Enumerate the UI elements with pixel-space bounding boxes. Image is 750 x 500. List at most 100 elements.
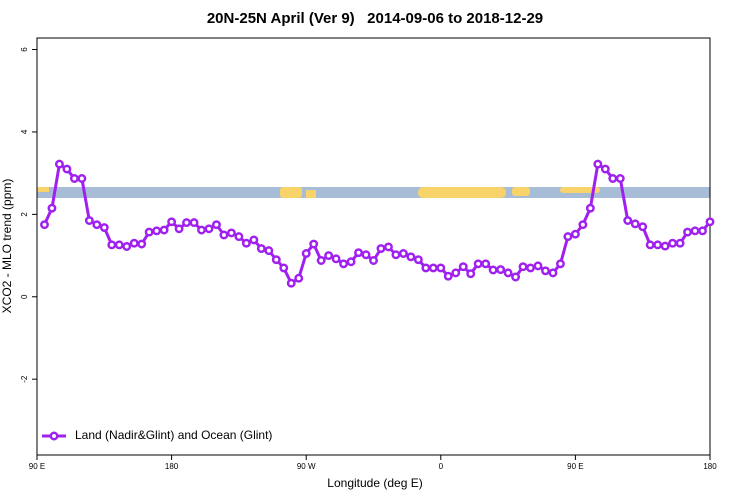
y-axis-label: XCO2 - MLO trend (ppm) (0, 179, 14, 314)
data-point (354, 248, 363, 258)
x-tick-label: 0 (439, 462, 444, 471)
data-point (324, 251, 334, 261)
ocean-band (37, 187, 710, 198)
data-point (189, 218, 199, 228)
data-point (152, 226, 162, 236)
data-point (458, 262, 468, 272)
data-point (398, 249, 408, 258)
data-point (623, 216, 633, 225)
data-point (496, 265, 506, 275)
data-point (451, 268, 461, 278)
data-point (600, 164, 610, 174)
data-point (301, 249, 311, 258)
data-point (436, 263, 446, 273)
data-point (241, 238, 251, 248)
data-point (526, 263, 535, 273)
data-point (705, 217, 715, 227)
data-point (144, 227, 154, 237)
data-point (421, 263, 431, 273)
data-point (271, 255, 281, 265)
data-point (339, 259, 349, 269)
data-point (518, 262, 528, 272)
data-point (346, 257, 356, 267)
data-point (99, 223, 109, 232)
y-tick-label: -2 (20, 375, 29, 383)
plot-frame (36, 37, 711, 456)
y-tick-label: 6 (20, 47, 29, 52)
data-point (675, 238, 685, 248)
x-tick-label: 90 E (29, 462, 45, 471)
data-point (570, 229, 580, 239)
data-point (316, 256, 326, 265)
data-point (294, 273, 304, 283)
data-point (369, 256, 378, 265)
data-point (331, 254, 341, 264)
x-axis-label: Longitude (deg E) (327, 476, 422, 490)
data-point (683, 227, 693, 237)
data-point (638, 222, 648, 232)
data-point (286, 278, 296, 288)
legend-label: Land (Nadir&Glint) and Ocean (Glint) (75, 428, 272, 442)
data-point (197, 225, 206, 235)
y-tick-label: 4 (20, 129, 29, 134)
data-point (698, 226, 707, 236)
data-point (608, 174, 618, 183)
data-point (309, 239, 319, 249)
data-point (630, 219, 640, 229)
data-point (182, 218, 192, 228)
data-point (212, 220, 221, 230)
data-point (481, 259, 491, 269)
data-point (159, 225, 169, 235)
data-point (593, 159, 603, 169)
data-point (384, 242, 393, 252)
data-point (226, 228, 236, 238)
data-point (578, 220, 588, 230)
x-tick-label: 180 (703, 462, 717, 471)
data-point (391, 250, 401, 260)
x-tick-label: 90 W (297, 462, 316, 471)
y-tick-label: 2 (20, 212, 29, 217)
data-point (473, 259, 483, 269)
data-point (114, 240, 124, 250)
data-point (92, 220, 102, 230)
data-point (249, 235, 259, 245)
data-point (555, 259, 565, 269)
data-point (264, 246, 274, 256)
data-point (585, 203, 595, 213)
chart-title: 20N-25N April (Ver 9) 2014-09-06 to 2018… (207, 10, 543, 27)
data-point (615, 174, 625, 183)
data-point (122, 242, 132, 251)
data-point (660, 241, 670, 251)
data-point (69, 174, 79, 183)
data-point (488, 265, 498, 275)
data-point (40, 220, 49, 230)
data-point (653, 240, 663, 250)
data-point (167, 217, 177, 227)
data-point (541, 266, 550, 276)
x-tick-label: 180 (165, 462, 179, 471)
data-point (54, 159, 64, 169)
data-point (361, 250, 371, 260)
data-point (77, 174, 87, 183)
data-point (690, 226, 700, 236)
land-patch (512, 187, 530, 196)
land-patch (37, 187, 49, 192)
data-point (548, 268, 558, 278)
data-point (256, 244, 266, 254)
data-point (563, 232, 573, 242)
data-point (466, 269, 476, 279)
data-point (376, 244, 386, 254)
data-point (62, 164, 72, 174)
data-point (503, 268, 513, 278)
legend-marker (49, 431, 59, 441)
data-point (443, 271, 453, 281)
y-tick-label: 0 (20, 294, 29, 299)
data-point (511, 272, 521, 282)
data-point (279, 263, 289, 273)
land-patch (280, 187, 302, 198)
data-point (234, 232, 244, 242)
land-patch (560, 187, 600, 193)
data-point (668, 238, 678, 248)
data-point (129, 238, 139, 248)
